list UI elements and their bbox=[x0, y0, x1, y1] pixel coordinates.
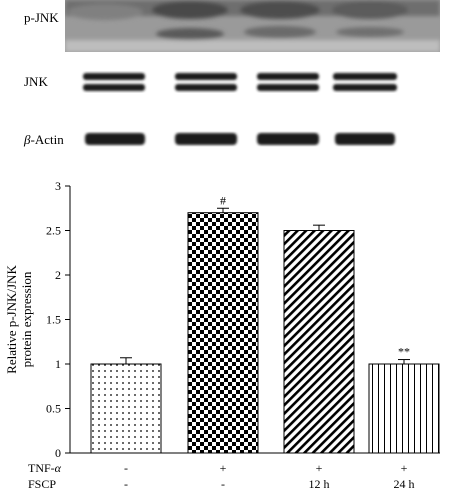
condition-value: + bbox=[316, 461, 323, 475]
condition-value: + bbox=[220, 461, 227, 475]
y-tick-label: 2 bbox=[55, 268, 61, 282]
condition-value: 24 h bbox=[394, 477, 415, 491]
y-tick-label: 3 bbox=[55, 179, 61, 193]
condition-value: + bbox=[401, 461, 408, 475]
condition-label: TNF-α bbox=[28, 461, 62, 475]
condition-table: TNF-α - + + + FSCP - - 12 h 24 h bbox=[28, 461, 415, 491]
condition-label: FSCP bbox=[28, 477, 56, 491]
blot-label-beta-greek: β bbox=[24, 132, 31, 147]
condition-value: - bbox=[124, 477, 128, 491]
bar bbox=[283, 230, 355, 454]
chart-bars: # ** bbox=[90, 193, 440, 454]
blot-label-p-jnk: p-JNK bbox=[24, 10, 59, 25]
bar bbox=[368, 363, 440, 454]
condition-value: - bbox=[124, 461, 128, 475]
bar bbox=[90, 363, 162, 454]
condition-value: - bbox=[221, 477, 225, 491]
y-tick-label: 1 bbox=[55, 357, 61, 371]
p-jnk-blot-image bbox=[65, 0, 440, 52]
y-tick-label: 0.5 bbox=[46, 402, 61, 416]
blot-label-actin-text: -Actin bbox=[30, 132, 64, 147]
y-axis-title: Relative p-JNK/JNK protein expression bbox=[4, 265, 34, 374]
bar bbox=[187, 212, 259, 454]
condition-value: 12 h bbox=[309, 477, 330, 491]
y-tick-label: 1.5 bbox=[46, 313, 61, 327]
jnk-blot-image bbox=[65, 66, 440, 102]
significance-mark: ** bbox=[398, 345, 410, 359]
condition-label-greek: α bbox=[55, 461, 62, 475]
y-tick-label: 0 bbox=[55, 446, 61, 460]
y-tick-label: 2.5 bbox=[46, 224, 61, 238]
beta-actin-blot-image bbox=[65, 122, 440, 154]
significance-mark: # bbox=[220, 193, 226, 207]
y-axis-title-line: Relative p-JNK/JNK bbox=[4, 265, 19, 374]
blot-label-beta-actin: β-Actin bbox=[24, 132, 64, 148]
condition-label-text: TNF- bbox=[28, 461, 55, 475]
y-axis-title-line: protein expression bbox=[19, 271, 34, 367]
bar-chart: Relative p-JNK/JNK protein expression 0 0.… bbox=[4, 179, 440, 491]
condition-label-text: FSCP bbox=[28, 477, 56, 491]
blot-label-jnk: JNK bbox=[24, 74, 48, 89]
